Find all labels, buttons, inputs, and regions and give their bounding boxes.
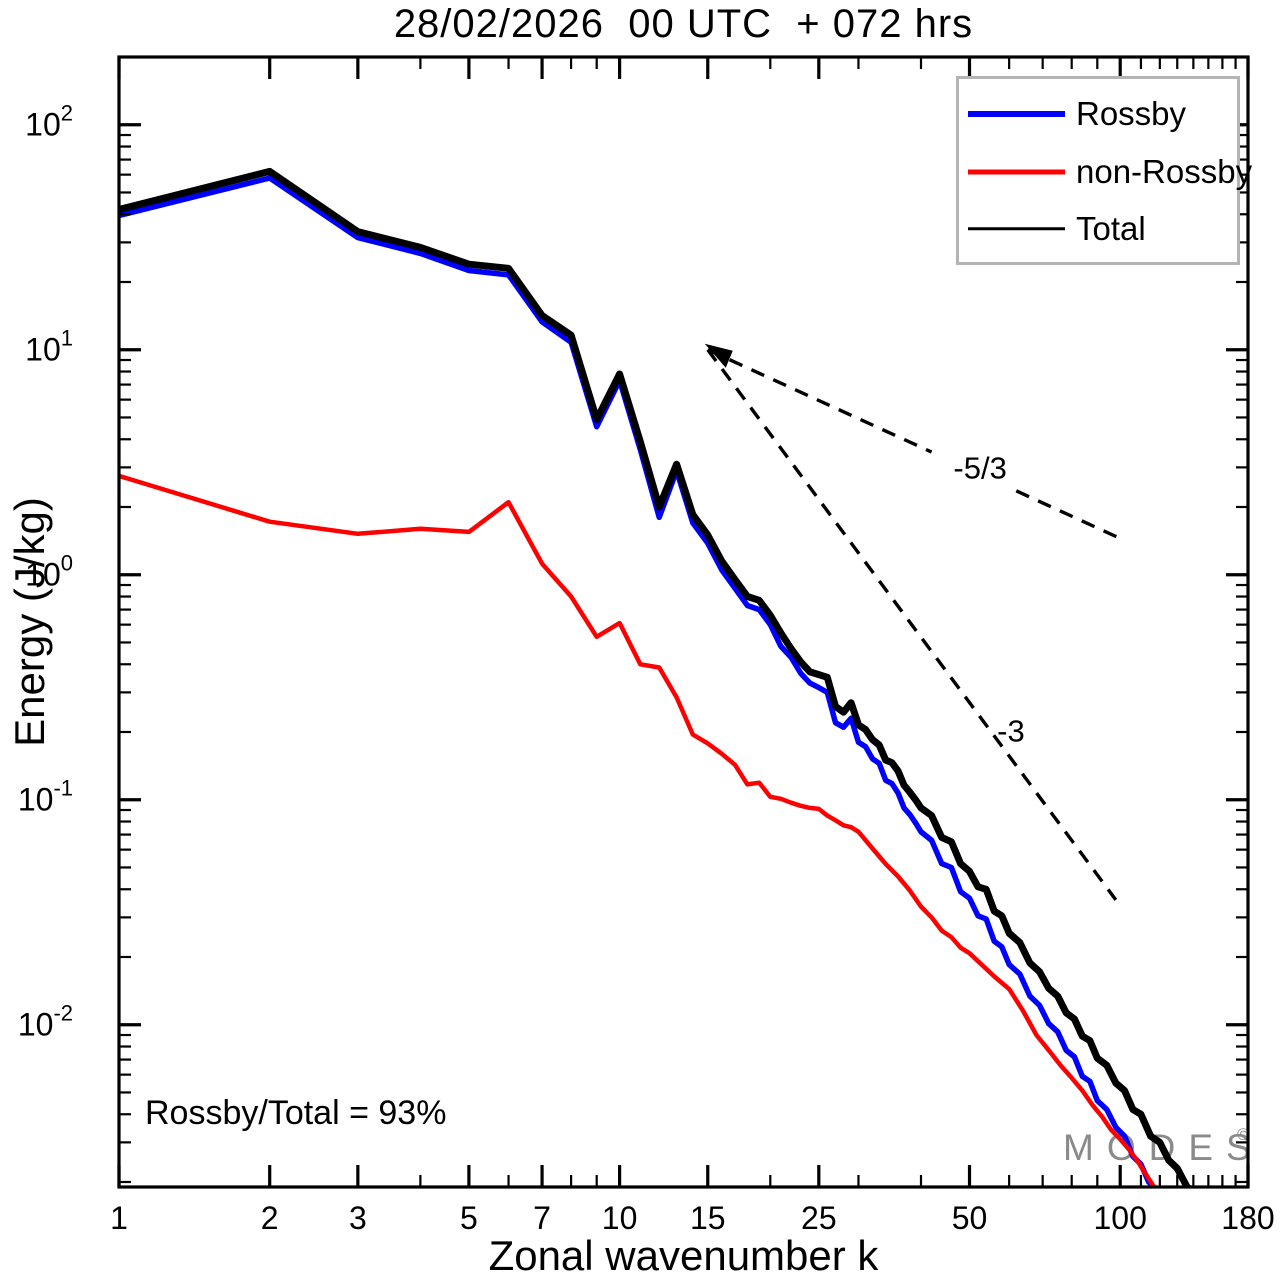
x-tick-label: 2 bbox=[261, 1200, 279, 1236]
x-tick-label: 7 bbox=[533, 1200, 551, 1236]
x-tick-label: 50 bbox=[952, 1200, 988, 1236]
page-title: 28/02/2026 00 UTC + 072 hrs bbox=[393, 2, 974, 46]
legend: Rossby non-Rossby Total bbox=[956, 76, 1252, 265]
x-tick-label: 1 bbox=[110, 1200, 128, 1236]
x-tick-label: 100 bbox=[1094, 1200, 1147, 1236]
total-line-sample bbox=[968, 226, 1065, 231]
legend-label: Rossby bbox=[1076, 94, 1187, 132]
y-axis-label: Energy (J/kg) bbox=[6, 497, 53, 747]
plot-border bbox=[117, 55, 1250, 1189]
slope-reference-line--5/3 bbox=[707, 348, 933, 454]
x-tick-label: 180 bbox=[1221, 1200, 1274, 1236]
non-rossby-curve bbox=[119, 473, 1157, 1187]
y-tick-label: 101 bbox=[25, 326, 73, 368]
total-curve bbox=[119, 167, 1195, 1187]
slope-reference-line--3 bbox=[706, 348, 1118, 901]
legend-label: non-Rossby bbox=[1076, 152, 1253, 190]
y-tick-label: 10-2 bbox=[18, 1001, 73, 1043]
x-tick-label: 25 bbox=[801, 1200, 837, 1236]
x-axis-label: Zonal wavenumber k bbox=[488, 1232, 879, 1279]
legend-item-total: Total bbox=[959, 200, 1237, 257]
legend-label: Total bbox=[1076, 209, 1146, 247]
slope-reference-line--5/3 bbox=[1015, 489, 1121, 540]
y-tick-label: 102 bbox=[25, 101, 73, 143]
x-tick-label: 3 bbox=[349, 1200, 367, 1236]
x-tick-label: 15 bbox=[690, 1200, 726, 1236]
rossby-line-sample bbox=[968, 110, 1065, 117]
slope-label--3: -3 bbox=[997, 714, 1025, 749]
legend-item-rossby: Rossby bbox=[959, 85, 1237, 142]
x-tick-label: 5 bbox=[460, 1200, 478, 1236]
legend-item-non-rossby: non-Rossby bbox=[959, 143, 1252, 200]
x-tick-label: 10 bbox=[602, 1200, 638, 1236]
rossby-curve bbox=[119, 175, 1158, 1187]
y-tick-label: 10-1 bbox=[18, 776, 73, 818]
modes-watermark: MODES bbox=[1063, 1127, 1264, 1168]
rossby-total-ratio-annotation: Rossby/Total = 93% bbox=[145, 1094, 447, 1132]
non-rossby-line-sample bbox=[968, 169, 1065, 174]
slope-label--5/3: -5/3 bbox=[953, 450, 1006, 485]
slope-arrowhead bbox=[704, 343, 733, 368]
